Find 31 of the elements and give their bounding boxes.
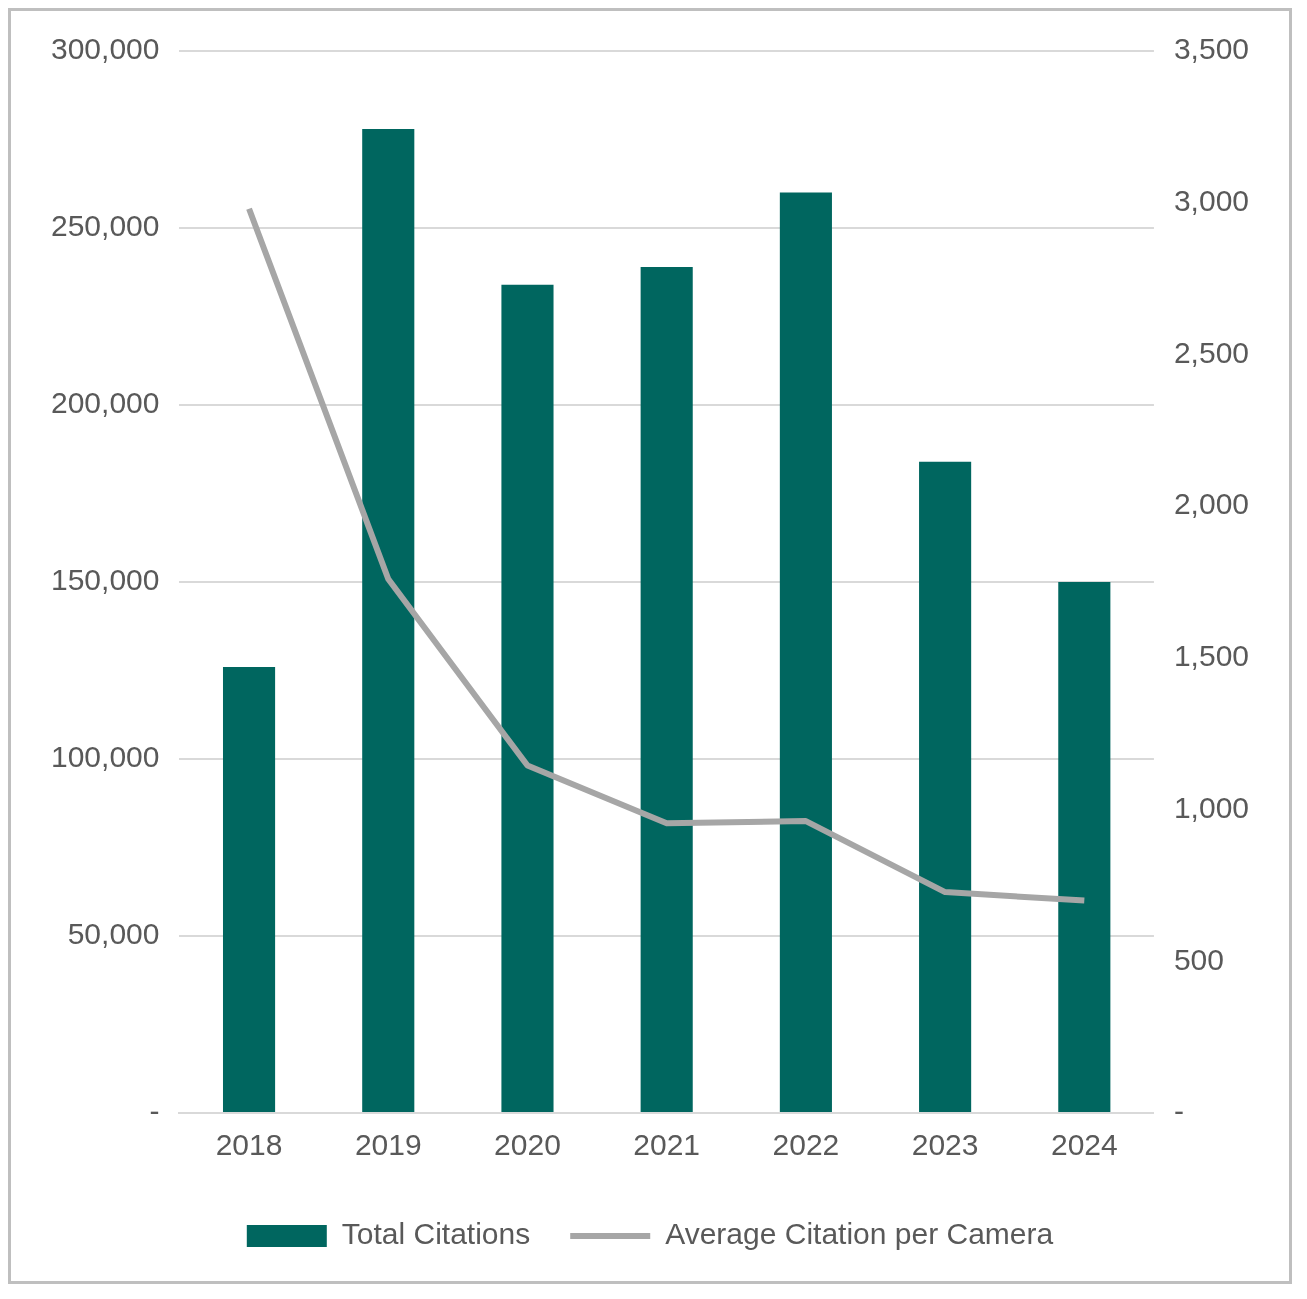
y-tick-label: 150,000: [50, 563, 160, 597]
x-tick-label: 2024: [1050, 1128, 1118, 1162]
y2-tick-label: 1,000: [1173, 790, 1249, 824]
x-tick-label: 2018: [215, 1128, 283, 1162]
bar: [779, 192, 832, 1112]
bar: [919, 461, 972, 1112]
x-tick-label: 2023: [911, 1128, 979, 1162]
y2-tick-label: 1,500: [1173, 639, 1249, 673]
y-tick-label: 100,000: [50, 740, 160, 774]
bar: [501, 284, 554, 1112]
x-tick-label: 2021: [633, 1128, 701, 1162]
y2-tick-label: -: [1173, 1094, 1184, 1128]
legend-label: Total Citations: [341, 1217, 531, 1251]
y-tick-label: 200,000: [50, 386, 160, 420]
bar: [640, 266, 693, 1112]
y2-tick-label: 3,500: [1173, 32, 1249, 66]
y-tick-label: 250,000: [50, 209, 160, 243]
y2-tick-label: 3,000: [1173, 183, 1249, 217]
x-tick-label: 2022: [772, 1128, 840, 1162]
y-tick-label: 300,000: [50, 32, 160, 66]
y2-tick-label: 2,000: [1173, 487, 1249, 521]
bar: [1058, 582, 1111, 1112]
y2-tick-label: 2,500: [1173, 335, 1249, 369]
y-tick-label: -: [149, 1094, 160, 1128]
y2-tick-label: 500: [1173, 942, 1224, 976]
x-tick-label: 2019: [354, 1128, 422, 1162]
y-tick-label: 50,000: [67, 917, 160, 951]
x-tick-label: 2020: [494, 1128, 561, 1162]
bar: [362, 128, 415, 1112]
bar: [222, 666, 276, 1112]
legend-label: Average Citation per Camera: [665, 1217, 1054, 1251]
